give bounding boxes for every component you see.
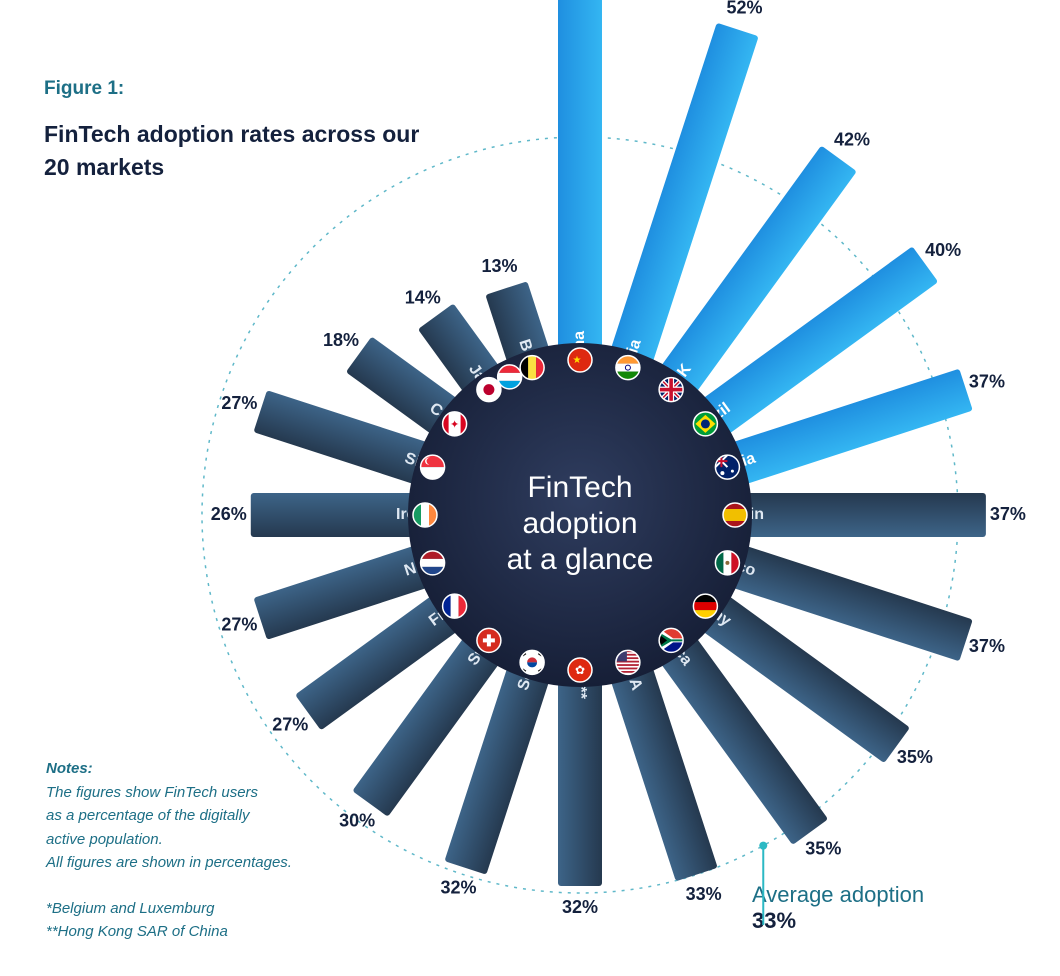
footnote-hong-kong: **Hong Kong SAR of China	[46, 923, 228, 940]
china-flag-icon: ★	[568, 348, 592, 372]
average-adoption-label: Average adoption	[752, 882, 925, 907]
belgium-flag-icon	[520, 355, 545, 380]
france-flag-icon	[442, 594, 467, 619]
value-label-hong-kong: 32%	[562, 897, 598, 917]
value-label-south-africa: 35%	[805, 839, 841, 859]
notes-line: All figures are shown in percentages.	[46, 854, 292, 871]
value-label-usa: 33%	[686, 884, 722, 904]
india-flag-icon	[615, 355, 640, 380]
value-label-japan: 14%	[405, 287, 441, 307]
average-adoption: Average adoption 33%	[752, 882, 924, 934]
notes-line: active population.	[46, 830, 163, 848]
value-label-south-korea: 32%	[441, 878, 477, 898]
svg-text:✦: ✦	[450, 419, 459, 431]
switzerland-flag-icon	[476, 628, 501, 653]
hong-kong-flag-icon: ✿	[568, 658, 592, 682]
value-label-singapore: 27%	[221, 393, 257, 413]
svg-text:★: ★	[573, 355, 582, 366]
value-label-netherlands: 27%	[221, 614, 257, 634]
value-label-france: 27%	[272, 714, 308, 734]
singapore-flag-icon	[420, 455, 445, 480]
center-label-line: FinTech	[527, 471, 632, 504]
value-label-germany: 35%	[897, 747, 933, 767]
value-label-canada: 18%	[323, 330, 359, 350]
value-label-spain: 37%	[990, 504, 1026, 524]
south-africa-flag-icon	[659, 628, 684, 653]
value-label-mexico: 37%	[969, 636, 1005, 656]
notes: Notes: The figures show FinTech users as…	[46, 757, 346, 944]
value-label-australia: 37%	[969, 372, 1005, 392]
bar-china	[558, 0, 602, 455]
japan-flag-icon	[476, 377, 501, 402]
average-pointer-dot	[759, 841, 768, 850]
netherlands-flag-icon	[420, 550, 445, 575]
value-label-ireland: 26%	[211, 504, 247, 524]
value-label-india: 52%	[727, 0, 763, 17]
center-disc	[408, 343, 752, 687]
mexico-flag-icon	[715, 550, 740, 575]
notes-heading: Notes:	[46, 760, 93, 777]
center-label-line: adoption	[522, 507, 637, 540]
figure-label: Figure 1:	[44, 78, 125, 99]
brazil-flag-icon	[693, 411, 718, 436]
average-adoption-value: 33%	[752, 908, 797, 933]
value-label-uk: 42%	[834, 129, 870, 149]
value-label-switzerland: 30%	[339, 810, 375, 830]
value-label-be-lux: 13%	[481, 256, 517, 276]
notes-line: as a percentage of the digitally	[46, 807, 250, 824]
australia-flag-icon	[715, 455, 740, 480]
notes-line: The figures show FinTech users	[46, 783, 259, 801]
luxembourg-flag-icon	[497, 364, 522, 389]
footnote-belgium-luxembourg: *Belgium and Luxemburg	[46, 899, 215, 917]
germany-flag-icon	[693, 594, 718, 619]
value-label-brazil: 40%	[925, 240, 961, 260]
svg-text:✿: ✿	[575, 663, 585, 677]
figure-title: FinTech adoption rates across our 20 mar…	[44, 121, 420, 180]
center-label-line: at a glance	[507, 543, 654, 576]
ireland-flag-icon	[413, 503, 437, 527]
